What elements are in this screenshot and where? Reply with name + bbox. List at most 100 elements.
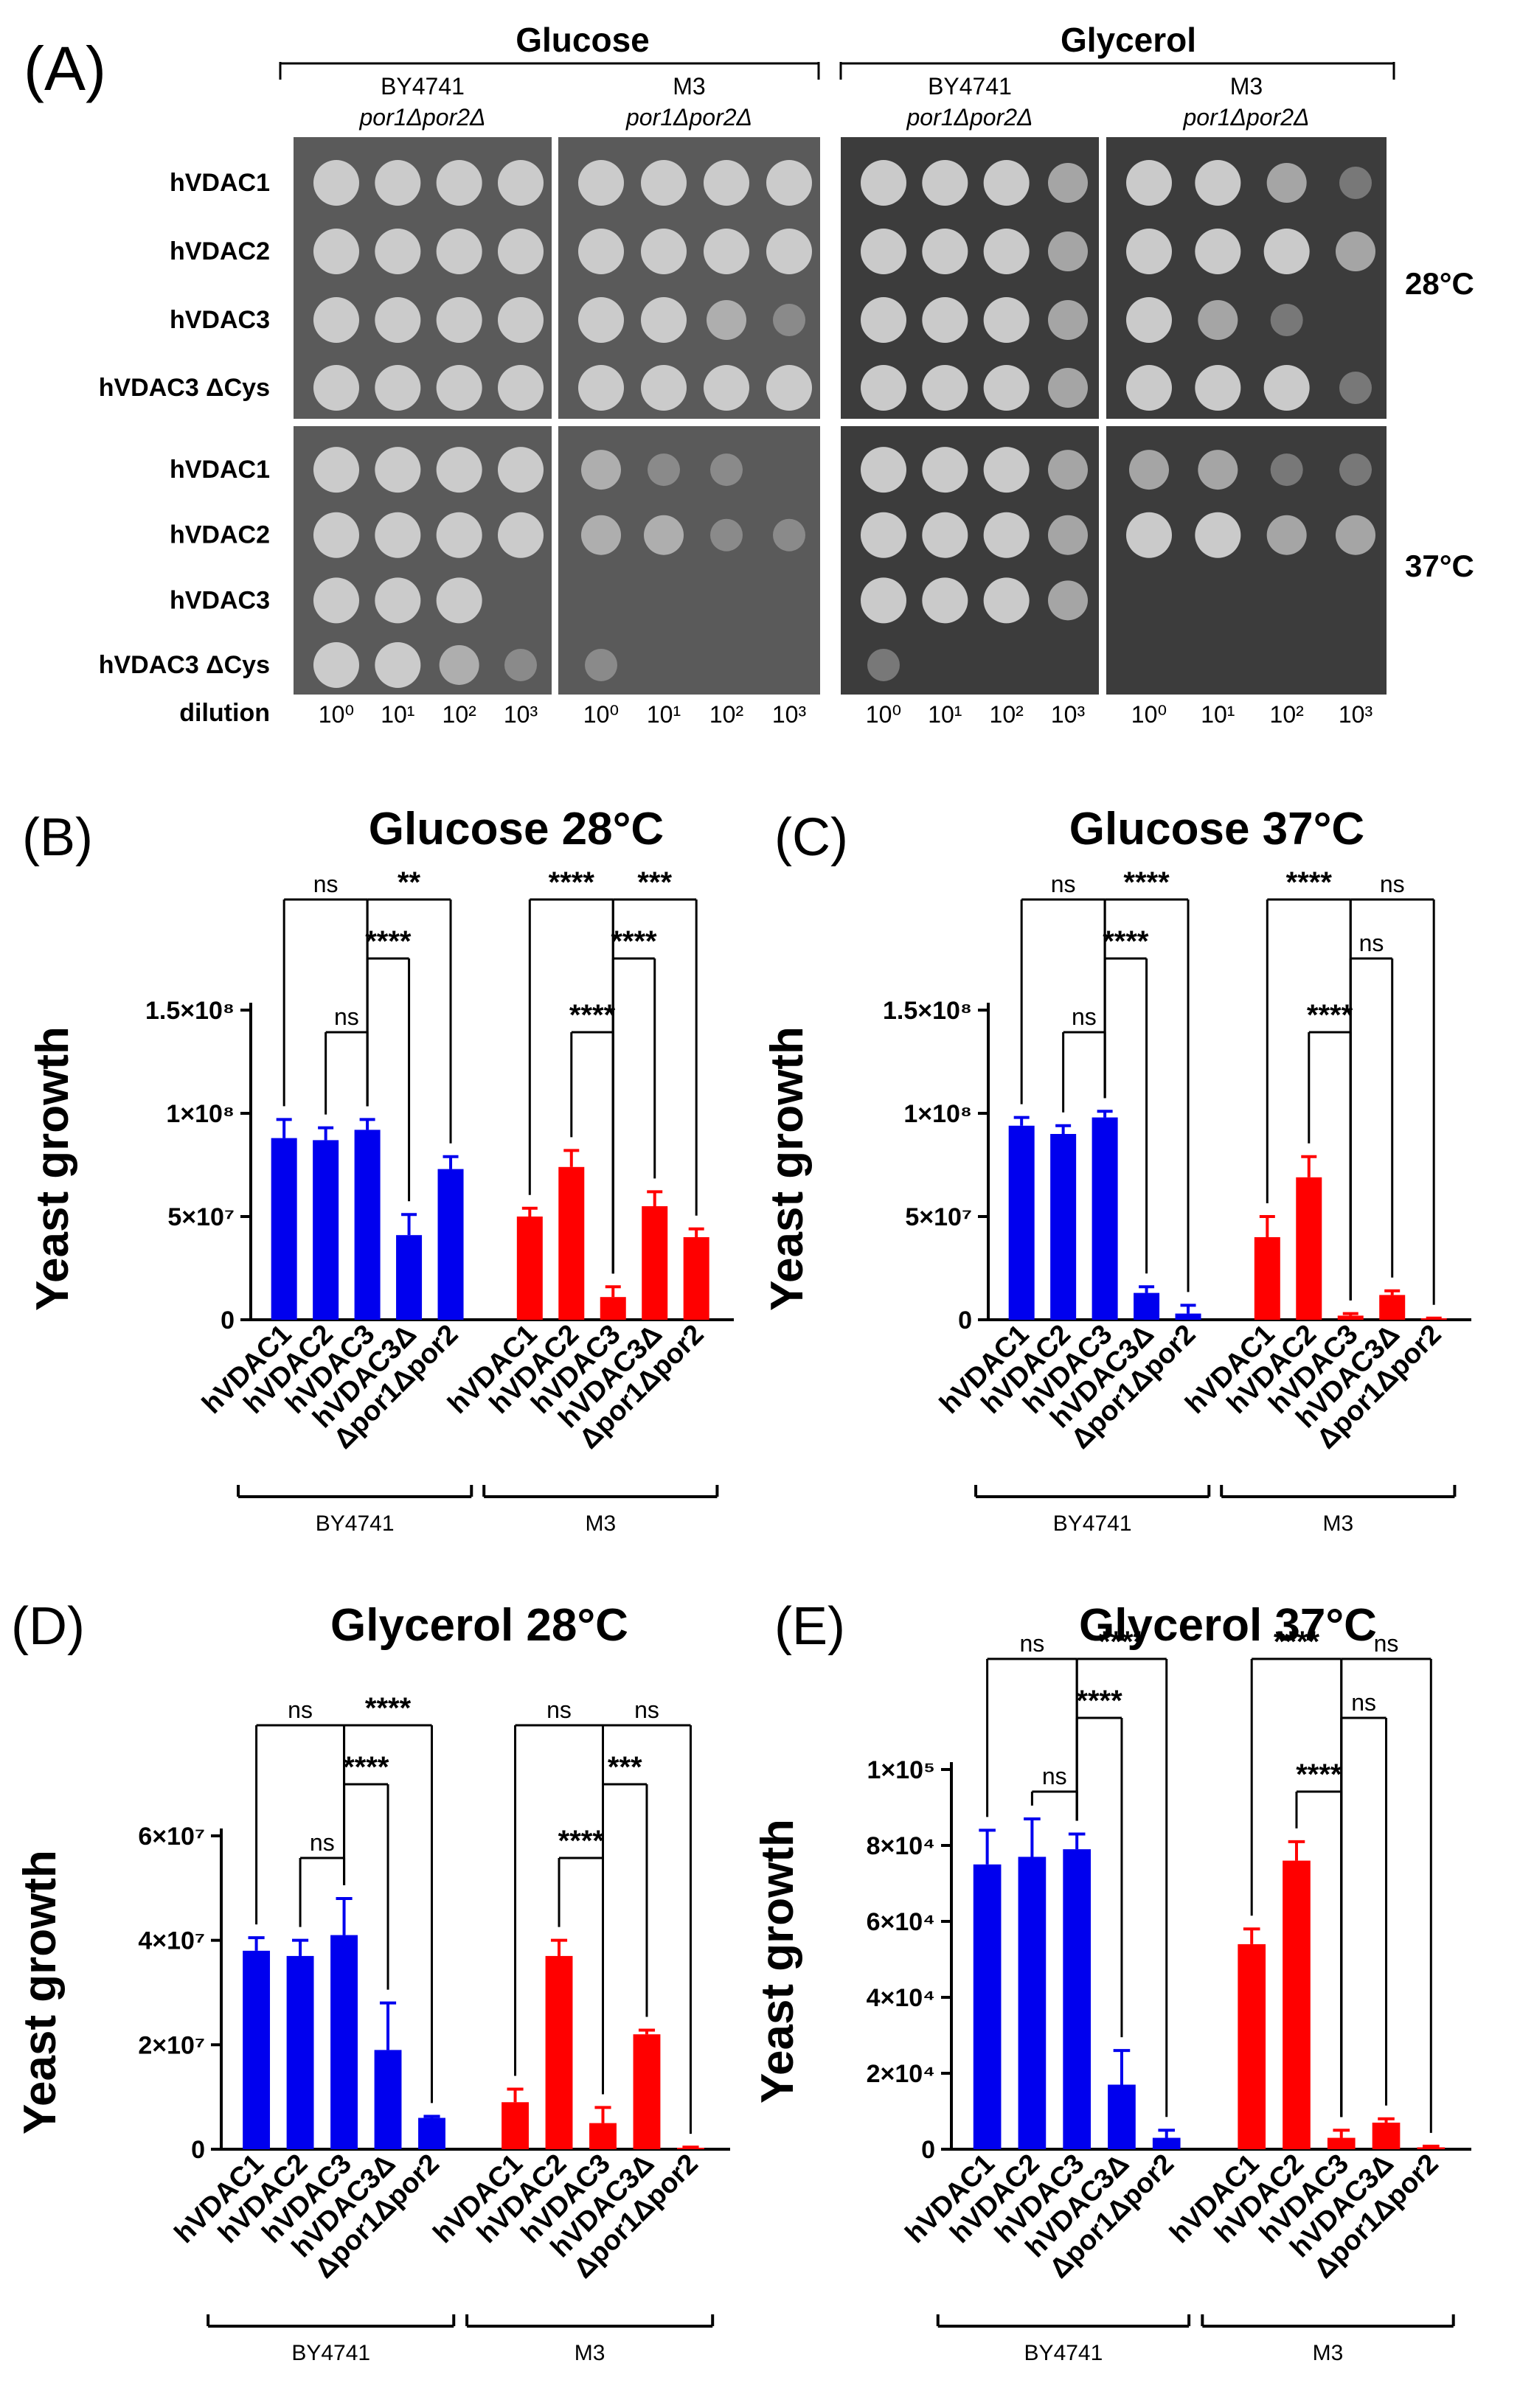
chart-panel-b: (B) Glucose 28°C Yeast growth 0 5×10⁷ 1×10⁸ 1.… [22,804,734,1536]
yeast-spot [648,453,680,487]
dilution-label: dilution [179,699,270,727]
y-tick-label: 1×10⁸ [166,1100,235,1128]
chart-title: Glycerol 28°C [330,1600,628,1651]
yeast-spot [1048,515,1088,555]
yeast-spot [861,229,906,274]
yeast-spot [1339,372,1372,404]
strain-row-label: hVDAC3 [170,586,270,614]
dilution-tick: 10³ [504,701,538,728]
yeast-spot [641,229,687,274]
yeast-spot [922,229,968,274]
yeast-spot [375,229,421,274]
dilution-tick: 10¹ [928,701,962,728]
yeast-spot [498,365,544,411]
yeast-spot [922,160,968,206]
group-label: BY4741 [1024,2341,1103,2365]
bar [1092,1117,1118,1320]
bar [243,1950,271,2149]
dilution-tick: 10³ [1339,701,1373,728]
yeast-spot [375,160,421,206]
significance-label: ns [1359,930,1384,956]
yeast-spot [861,365,906,411]
y-tick-label: 2×10⁴ [867,2060,935,2088]
y-tick-label: 6×10⁷ [138,1823,205,1851]
strain-row-label: hVDAC2 [170,237,270,265]
yeast-spot [313,447,359,493]
genotype-label: por1Δpor2Δ [358,104,485,131]
dilution-tick: 10² [443,701,477,728]
yeast-spot [375,447,421,493]
significance-label: **** [1274,1626,1320,1658]
yeast-spot [766,365,812,411]
yeast-spot [922,365,968,411]
significance-label: ** [398,866,421,899]
yeast-spot [1198,450,1238,490]
yeast-spot [439,644,479,685]
yeast-spot [641,365,687,411]
bar [633,2034,661,2149]
y-axis-label: Yeast growth [762,1026,813,1311]
significance-label: **** [1103,925,1149,958]
yeast-spot [1263,229,1310,274]
dilution-tick: 10³ [772,701,807,728]
yeast-spot [861,160,906,206]
significance-label: **** [343,1751,389,1784]
y-axis-label: Yeast growth [27,1026,78,1311]
significance-label: ns [1051,871,1076,897]
strain-row-label: hVDAC1 [170,169,270,197]
dilution-tick: 10² [990,701,1024,728]
yeast-spot [1266,515,1307,555]
y-axis-label: Yeast growth [15,1850,66,2134]
temperature-label: 28°C [1405,266,1474,301]
yeast-spot [498,447,544,493]
yeast-spot [313,160,359,206]
yeast-spot [375,365,421,411]
yeast-spot [644,515,684,555]
yeast-spot [1048,163,1088,203]
panel-letter: (C) [774,808,848,867]
yeast-spot [1126,297,1172,343]
bar [1372,2122,1401,2149]
significance-label: ns [1072,1003,1097,1030]
bar [1175,1313,1201,1320]
bar [1108,2084,1136,2149]
yeast-spot [773,518,805,551]
yeast-spot [867,648,900,681]
y-tick-label: 8×10⁴ [867,1832,935,1860]
strain-label: M3 [673,73,705,100]
yeast-spot [922,447,968,493]
y-tick-label: 1.5×10⁸ [883,997,972,1025]
yeast-spot [922,577,968,624]
strain-row-label: hVDAC3 ΔCys [99,651,270,679]
bar [1152,2137,1181,2149]
significance-label: **** [1307,999,1353,1031]
yeast-spot [710,453,743,487]
yeast-spot [983,297,1030,343]
bar [396,1235,423,1320]
yeast-spot [581,450,621,490]
y-tick-label: 0 [191,2136,205,2164]
yeast-spot [1195,160,1241,206]
yeast-spot [436,365,482,411]
chart-panel-e: (E) Glycerol 37°C Yeast growth 0 2×10⁴ 4×10⁴ 6… [752,1597,1471,2365]
bar [286,1955,314,2149]
chart-title: Glycerol 37°C [1079,1600,1377,1651]
bar [418,2118,445,2149]
yeast-spot [922,297,968,343]
yeast-spot [766,229,812,274]
dilution-tick: 10⁰ [319,701,354,728]
y-tick-label: 5×10⁷ [905,1203,972,1231]
yeast-spot [983,365,1030,411]
bar [1050,1134,1077,1320]
genotype-label: por1Δpor2Δ [625,104,752,131]
yeast-spot [707,300,746,340]
yeast-spot [375,297,421,343]
yeast-spot [1195,512,1241,558]
bar [642,1206,668,1320]
bar [1417,2147,1446,2149]
yeast-spot [581,515,621,555]
bar [313,1140,339,1320]
yeast-spot [1126,160,1172,206]
strain-row-label: hVDAC2 [170,521,270,549]
